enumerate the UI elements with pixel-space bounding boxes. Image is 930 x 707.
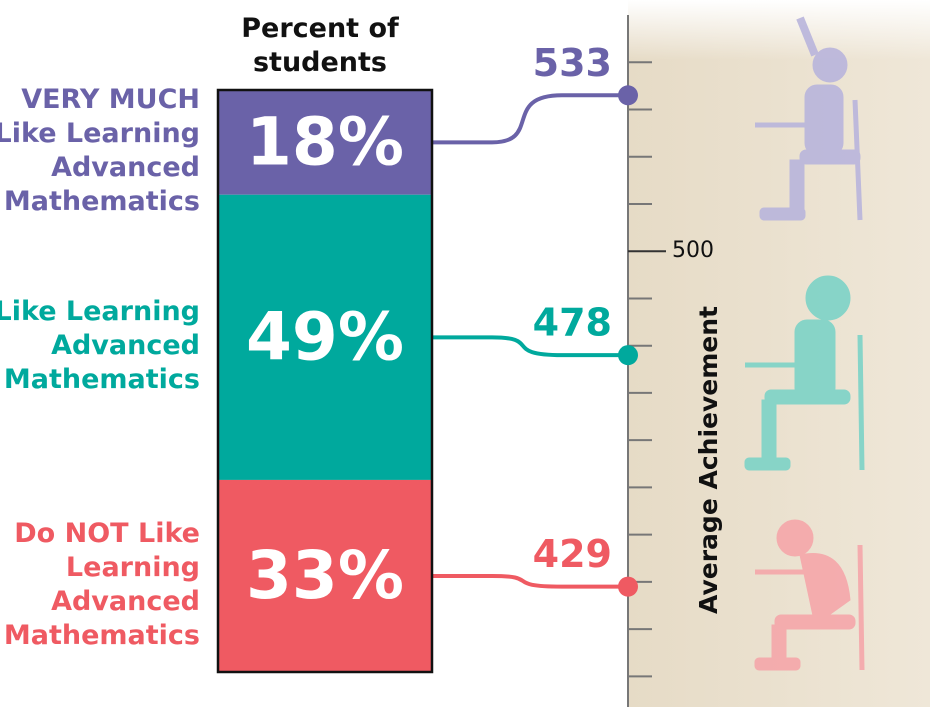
- achievement-point: [618, 345, 638, 365]
- achievement-label: 533: [533, 41, 612, 85]
- panel-fade: [628, 0, 930, 60]
- achievement-point: [618, 85, 638, 105]
- axis-title: Average Achievement: [694, 306, 723, 614]
- chart-title: Percent of students: [220, 12, 420, 80]
- category-label: Like Learning Advanced Mathematics: [0, 295, 200, 397]
- infographic: Average Achievement 500 18% 533 49% 478 33% 42…: [0, 0, 930, 707]
- category-label: VERY MUCH Like Learning Advanced Mathema…: [0, 83, 200, 219]
- category-label: Do NOT Like Learning Advanced Mathematic…: [0, 517, 200, 653]
- value-label: 49%: [246, 298, 404, 375]
- achievement-label: 429: [533, 532, 612, 576]
- achievement-point: [618, 577, 638, 597]
- achievement-label: 478: [533, 301, 612, 345]
- y-tick-label: 500: [672, 238, 714, 263]
- background-panel: [628, 0, 930, 707]
- value-label: 18%: [246, 103, 404, 180]
- value-label: 33%: [246, 537, 404, 614]
- connector: [432, 576, 628, 587]
- connector: [432, 95, 628, 142]
